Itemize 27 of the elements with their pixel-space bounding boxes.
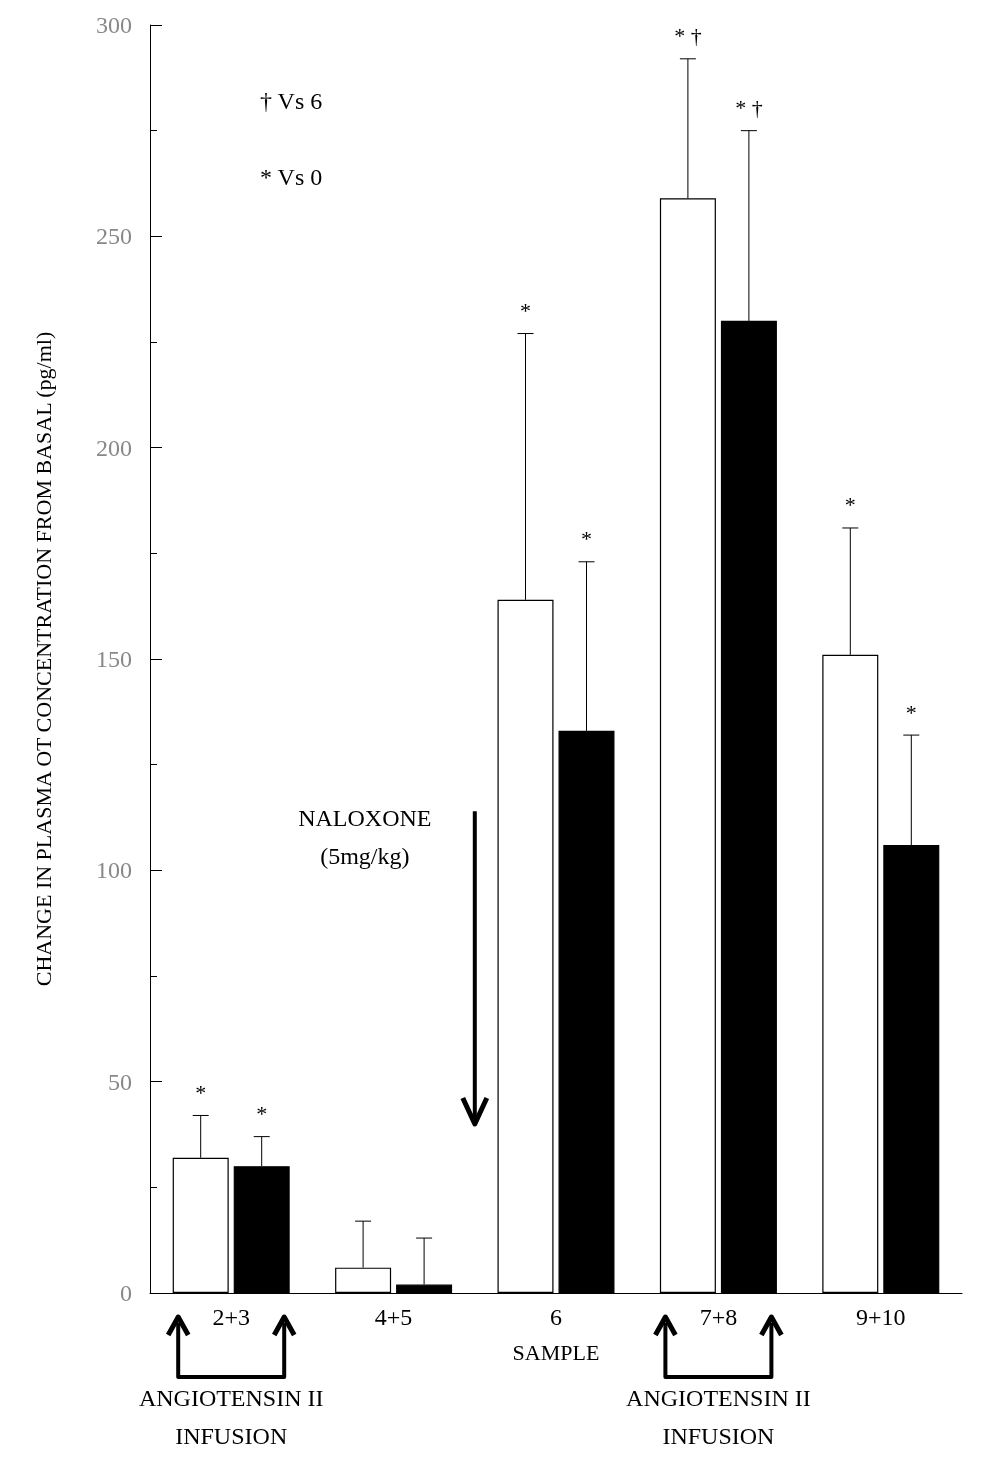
- annotation: *: [520, 298, 531, 324]
- y-axis-title: CHANGE IN PLASMA OT CONCENTRATION FROM BASAL (pg/ml): [30, 331, 56, 987]
- x-tick-label: 2+3: [212, 1304, 250, 1330]
- annotation: *: [581, 526, 592, 552]
- annotation: *: [195, 1079, 207, 1105]
- y-tick-label: 50: [108, 1068, 132, 1095]
- y-tick-label: 200: [96, 434, 132, 461]
- text: ANGIOTENSIN II INFUSION: [626, 1385, 811, 1449]
- x-tick-label: 7+8: [699, 1304, 738, 1330]
- annotation: * Vs 0: [260, 164, 323, 191]
- annotation: *: [844, 492, 856, 518]
- text: ANGIOTENSIN II INFUSION: [138, 1385, 324, 1449]
- y-tick-label: 100: [96, 857, 132, 884]
- y-tick-label: 150: [96, 646, 132, 672]
- annotation: * †: [735, 95, 763, 121]
- x-axis-title: SAMPLE: [512, 1339, 600, 1365]
- annotation: † Vs 6: [260, 88, 323, 115]
- annotation: NALOXONE (5mg/kg): [298, 804, 432, 869]
- annotation: *: [256, 1101, 268, 1127]
- x-tick-label: 9+10: [856, 1304, 906, 1330]
- annotation: * †: [674, 23, 702, 49]
- x-tick-label: 4+5: [374, 1304, 413, 1330]
- annotation: *: [905, 699, 917, 725]
- y-tick-label: 0: [120, 1280, 132, 1306]
- y-tick-label: 300: [96, 12, 132, 38]
- y-tick-label: 250: [96, 223, 132, 250]
- x-tick-label: 6: [550, 1304, 562, 1330]
